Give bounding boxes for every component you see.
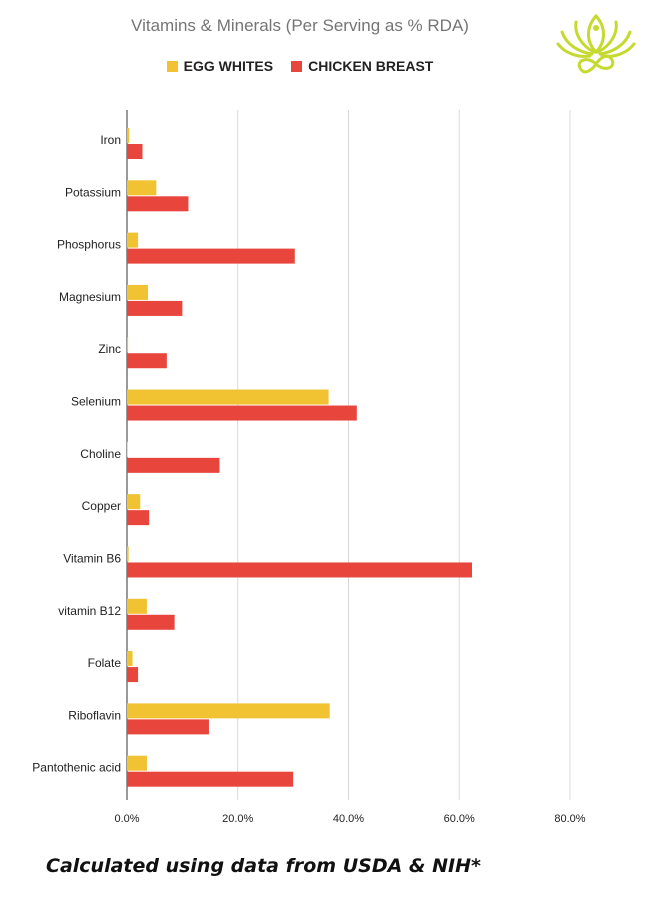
category-label: Potassium (65, 185, 121, 199)
chart-title: Vitamins & Minerals (Per Serving as % RD… (131, 16, 469, 35)
bar-egg-whites (127, 755, 147, 771)
bar-egg-whites (127, 337, 129, 353)
bar-chicken-breast (127, 248, 295, 264)
x-tick-label: 0.0% (114, 813, 139, 825)
bar-chicken-breast (127, 405, 357, 421)
x-tick-label: 80.0% (554, 813, 585, 825)
bar-egg-whites (127, 128, 130, 143)
bar-egg-whites (127, 284, 149, 300)
category-label: vitamin B12 (58, 604, 121, 618)
bar-chicken-breast (127, 510, 150, 526)
bar-chicken-breast (127, 667, 139, 683)
footnote: Calculated using data from USDA & NIH* (46, 855, 481, 877)
bar-chicken-breast (127, 353, 167, 369)
x-tick-label: 20.0% (222, 813, 253, 825)
bar-chicken-breast (127, 196, 189, 212)
bar-egg-whites (127, 598, 147, 614)
legend-label-chicken-breast: CHICKEN BREAST (308, 58, 434, 74)
category-label: Copper (82, 499, 121, 513)
category-label: Iron (100, 133, 121, 147)
bar-egg-whites (127, 703, 330, 719)
bar-egg-whites (127, 389, 329, 405)
lotus-infinity-logo-icon (556, 13, 636, 74)
bar-chicken-breast (127, 719, 209, 735)
legend-swatch-egg-whites (166, 60, 178, 72)
category-label: Magnesium (59, 290, 121, 304)
category-label: Choline (80, 447, 121, 461)
bar-egg-whites (127, 494, 141, 510)
bar-chicken-breast (127, 562, 472, 578)
bar-chicken-breast (127, 144, 143, 159)
chart-legend: EGG WHITES CHICKEN BREAST (0, 58, 600, 74)
legend-item-chicken-breast: CHICKEN BREAST (291, 58, 433, 74)
bar-chicken-breast (127, 457, 220, 473)
bar-egg-whites (127, 180, 157, 196)
bar-egg-whites (127, 232, 139, 248)
bar-chicken-breast (127, 300, 183, 316)
x-tick-label: 40.0% (333, 813, 364, 825)
bar-chicken-breast (127, 771, 294, 787)
category-label: Folate (88, 656, 122, 670)
category-label: Pantothenic acid (32, 761, 121, 775)
bar-egg-whites (127, 546, 129, 562)
legend-swatch-chicken-breast (291, 60, 303, 72)
bar-chicken-breast (127, 614, 175, 630)
category-label: Riboflavin (68, 708, 121, 722)
legend-label-egg-whites: EGG WHITES (183, 58, 274, 74)
category-label: Zinc (98, 342, 121, 356)
bar-chart: 0.0% 20.0% 40.0% 60.0% 80.0% Iron Potassium Pho… (32, 110, 586, 825)
bar-egg-whites (127, 651, 133, 667)
x-tick-label: 60.0% (444, 813, 475, 825)
category-label: Phosphorus (57, 238, 121, 252)
category-label: Vitamin B6 (63, 551, 121, 565)
bar-egg-whites (127, 441, 128, 457)
legend-item-egg-whites: EGG WHITES (166, 58, 274, 74)
category-label: Selenium (71, 395, 121, 409)
